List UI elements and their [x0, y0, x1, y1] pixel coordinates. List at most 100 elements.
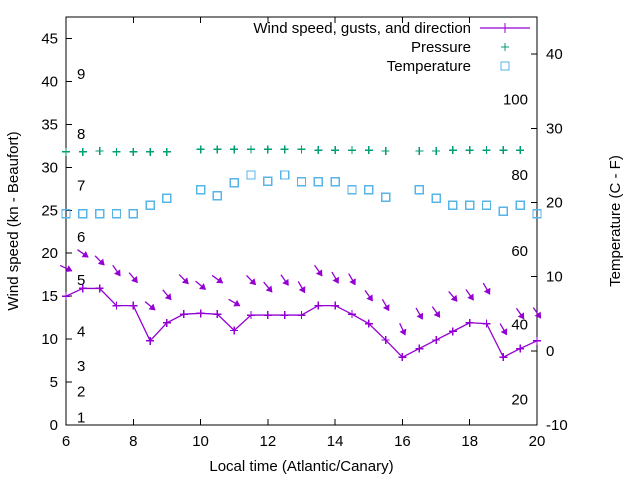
wind-arrow-head: [500, 328, 508, 336]
wind-arrow-head: [265, 285, 273, 293]
data-point-marker: [414, 184, 424, 195]
data-point-marker: [347, 184, 357, 195]
data-point-marker: [111, 208, 122, 219]
data-point-marker: [330, 177, 340, 187]
beaufort-label: 3: [77, 358, 85, 375]
y2-tick-label: 10: [546, 269, 563, 286]
wind-arrow-head: [483, 287, 491, 295]
beaufort-scale-labels: 1 2 3 4 5 6 7 8 9: [77, 66, 85, 427]
data-series-group: [59, 145, 542, 362]
data-point-marker: [61, 208, 71, 219]
series-temperature: [61, 170, 542, 219]
data-point-marker: [78, 208, 88, 219]
wind-arrow-head: [282, 278, 289, 286]
y-tick-label: 0: [50, 417, 58, 434]
pressure-scale-label: 80: [511, 167, 528, 184]
y-tick-label: 45: [41, 30, 58, 47]
wind-arrow-head: [399, 328, 407, 336]
data-point-marker: [128, 208, 138, 219]
chart-legend: Wind speed, gusts, and direction Pressure…: [253, 20, 530, 75]
wind-arrow-head: [199, 283, 206, 290]
x-tick-label: 16: [394, 433, 411, 450]
y2-tick-label: -10: [546, 417, 568, 434]
legend-label: Temperature: [387, 58, 471, 75]
y-tick-label: 5: [50, 374, 58, 391]
y2-tick-label: 40: [546, 46, 563, 63]
data-point-marker: [465, 200, 475, 210]
wind-arrow-head: [216, 276, 224, 284]
y-tick-label: 20: [41, 245, 58, 262]
wind-arrow-head: [181, 277, 189, 285]
y-tick-label: 40: [41, 73, 58, 90]
beaufort-label: 4: [77, 324, 85, 341]
x-tick-label: 8: [129, 433, 137, 450]
beaufort-label: 8: [77, 126, 85, 143]
axis-titles: Local time (Atlantic/Canary) Wind speed (…: [5, 131, 624, 475]
data-point-marker: [195, 184, 206, 195]
plot-border: [65, 16, 538, 426]
y-tick-label: 30: [41, 159, 58, 176]
y2-tick-label: 30: [546, 120, 563, 137]
data-point-marker: [229, 178, 239, 188]
wind-arrow-head: [450, 294, 458, 302]
series-pressure: [62, 145, 525, 156]
y-tick-label: 15: [41, 288, 58, 305]
y2-tick-label: 0: [546, 343, 554, 360]
wind-arrow-head: [81, 250, 89, 258]
data-point-marker: [212, 190, 223, 201]
wind-arrow-head: [97, 258, 105, 266]
pressure-scale-label: 20: [511, 391, 528, 408]
wind-arrow-head: [382, 304, 390, 312]
x-tick-label: 6: [62, 433, 70, 450]
data-point-marker: [532, 208, 542, 219]
beaufort-label: 2: [77, 384, 85, 401]
x-tick-label: 10: [192, 433, 209, 450]
y2-tick-label: 20: [546, 194, 563, 211]
x-axis-title: Local time (Atlantic/Canary): [209, 458, 393, 475]
y-axis-title: Wind speed (kn - Beaufort): [5, 131, 22, 310]
x-tick-label: 14: [327, 433, 344, 450]
data-point-marker: [313, 177, 324, 187]
beaufort-label: 6: [77, 229, 85, 246]
wind-arrow-head: [298, 286, 306, 294]
wind-arrow-head: [366, 294, 373, 302]
data-point-marker: [448, 200, 458, 210]
legend-label: Pressure: [411, 39, 471, 56]
data-point-marker: [263, 176, 273, 186]
series-wind-speed: [59, 249, 542, 362]
beaufort-label: 7: [77, 177, 85, 194]
x-tick-label: 18: [461, 433, 478, 450]
y-tick-label: 10: [41, 331, 58, 348]
wind-arrow-head: [416, 312, 424, 320]
y2-axis-title: Temperature (C - F): [607, 155, 624, 287]
data-point-marker: [279, 170, 290, 180]
wind-arrow-head: [349, 278, 356, 286]
data-point-marker: [94, 208, 105, 219]
wind-arrow-head: [249, 278, 257, 286]
wind-arrow-head: [131, 276, 138, 284]
wind-arrow-head: [233, 299, 241, 307]
pressure-scale-label: 100: [503, 92, 528, 109]
wind-arrow-head: [433, 310, 441, 318]
data-point-marker: [296, 177, 307, 187]
data-point-marker: [246, 170, 256, 180]
data-point-marker: [481, 200, 492, 210]
wind-arrow-head: [164, 293, 172, 301]
data-point-marker: [145, 200, 155, 210]
data-point-marker: [431, 193, 441, 203]
pressure-scale-labels: 20 40 60 80 100: [503, 92, 528, 409]
data-point-marker: [364, 184, 374, 195]
wind-arrow-head: [114, 269, 121, 277]
wind-arrow-head: [517, 312, 525, 320]
data-point-marker: [162, 193, 172, 203]
x-tick-label: 12: [260, 433, 277, 450]
wind-arrow-head: [315, 269, 323, 277]
beaufort-label: 9: [77, 66, 85, 83]
wind-direction-arrows: [59, 249, 542, 336]
wind-arrow-head: [467, 293, 474, 301]
wind-arrow-head: [148, 303, 156, 311]
